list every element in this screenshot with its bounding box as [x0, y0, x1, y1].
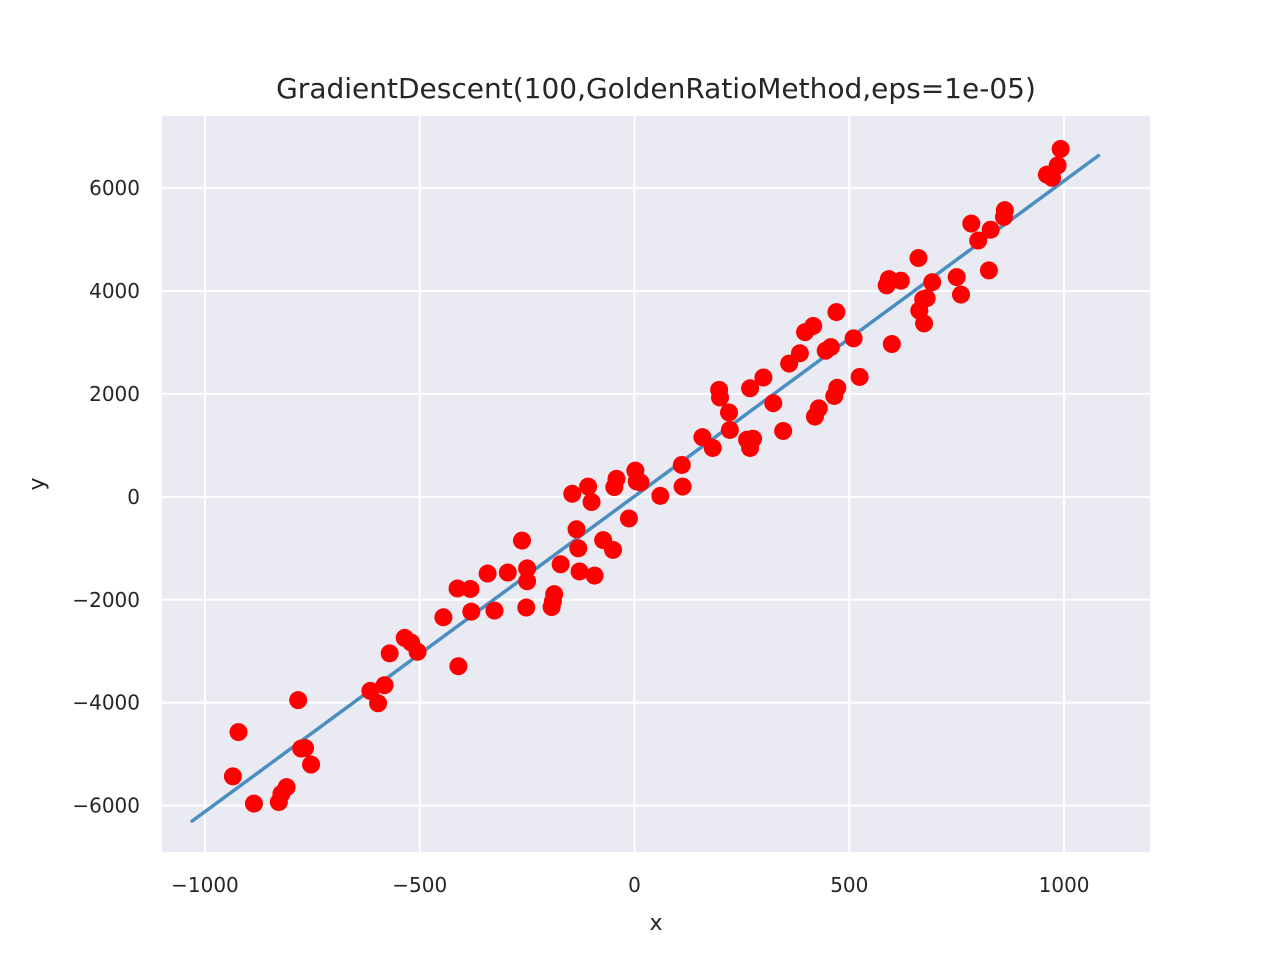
- data-point: [844, 329, 863, 348]
- data-point: [915, 314, 934, 333]
- data-point: [821, 338, 840, 357]
- data-point: [804, 316, 823, 335]
- y-tick-label: 0: [127, 485, 140, 509]
- data-point: [672, 455, 691, 474]
- data-point: [891, 271, 910, 290]
- data-point: [981, 220, 1000, 239]
- data-point: [979, 261, 998, 280]
- data-point: [485, 601, 504, 620]
- data-point: [720, 403, 739, 422]
- data-point: [828, 378, 847, 397]
- x-axis-label: x: [649, 911, 662, 936]
- data-point: [518, 572, 537, 591]
- data-point: [302, 755, 321, 774]
- data-point: [827, 303, 846, 322]
- data-point: [518, 559, 537, 578]
- data-point: [607, 469, 626, 488]
- data-point: [498, 563, 517, 582]
- data-point: [223, 767, 242, 786]
- data-point: [947, 268, 966, 287]
- data-point: [1051, 139, 1070, 158]
- data-point: [448, 579, 467, 598]
- x-tick-label: −500: [392, 873, 447, 897]
- data-point: [619, 509, 638, 528]
- data-point: [754, 368, 773, 387]
- data-point: [809, 399, 828, 418]
- data-point: [962, 214, 981, 233]
- data-point: [917, 289, 936, 308]
- data-point: [703, 438, 722, 457]
- y-tick-label: 6000: [89, 176, 140, 200]
- data-point: [244, 794, 263, 813]
- data-point: [582, 493, 601, 512]
- data-point: [604, 540, 623, 559]
- data-point: [545, 585, 564, 604]
- data-point: [569, 539, 588, 558]
- data-point: [720, 420, 739, 439]
- data-point: [289, 691, 308, 710]
- chart-title: GradientDescent(100,GoldenRatioMethod,ep…: [276, 72, 1036, 105]
- tick-labels: −1000 −500 0 500 1000 −6000 −4000 −2000 0 2000 400…: [72, 176, 1089, 897]
- data-point: [449, 657, 468, 676]
- data-point: [764, 394, 783, 413]
- data-point: [478, 564, 497, 583]
- data-point: [923, 273, 942, 292]
- y-axis-label: y: [25, 477, 50, 490]
- data-point: [517, 598, 536, 617]
- data-point: [579, 477, 598, 496]
- data-point: [563, 484, 582, 503]
- data-point: [774, 421, 793, 440]
- data-point: [951, 285, 970, 304]
- data-point: [567, 520, 586, 539]
- data-points: [223, 139, 1070, 813]
- data-point: [375, 676, 394, 695]
- data-point: [744, 429, 763, 448]
- data-point: [296, 739, 315, 758]
- data-point: [909, 249, 928, 268]
- data-point: [570, 562, 589, 581]
- y-tick-label: 2000: [89, 382, 140, 406]
- data-point: [434, 608, 453, 627]
- data-point: [711, 388, 730, 407]
- y-tick-label: −4000: [72, 691, 140, 715]
- data-point: [408, 642, 427, 661]
- data-point: [1048, 156, 1067, 175]
- data-point: [461, 579, 480, 598]
- data-point: [512, 531, 531, 550]
- y-tick-label: −2000: [72, 588, 140, 612]
- x-tick-label: −1000: [171, 873, 239, 897]
- data-point: [462, 602, 481, 621]
- data-point: [551, 555, 570, 574]
- data-point: [790, 344, 809, 363]
- y-tick-label: 4000: [89, 279, 140, 303]
- data-point: [850, 367, 869, 386]
- x-tick-label: 0: [628, 873, 641, 897]
- data-point: [741, 379, 760, 398]
- data-point: [995, 201, 1014, 220]
- data-point: [380, 644, 399, 663]
- data-point: [229, 723, 248, 742]
- x-tick-label: 1000: [1039, 873, 1090, 897]
- data-point: [631, 473, 650, 492]
- data-point: [369, 694, 388, 713]
- data-point: [277, 778, 296, 797]
- data-point: [969, 231, 988, 250]
- data-point: [585, 566, 604, 585]
- data-point: [673, 477, 692, 496]
- x-tick-label: 500: [830, 873, 868, 897]
- data-point: [651, 486, 670, 505]
- y-tick-label: −6000: [72, 794, 140, 818]
- data-point: [882, 335, 901, 354]
